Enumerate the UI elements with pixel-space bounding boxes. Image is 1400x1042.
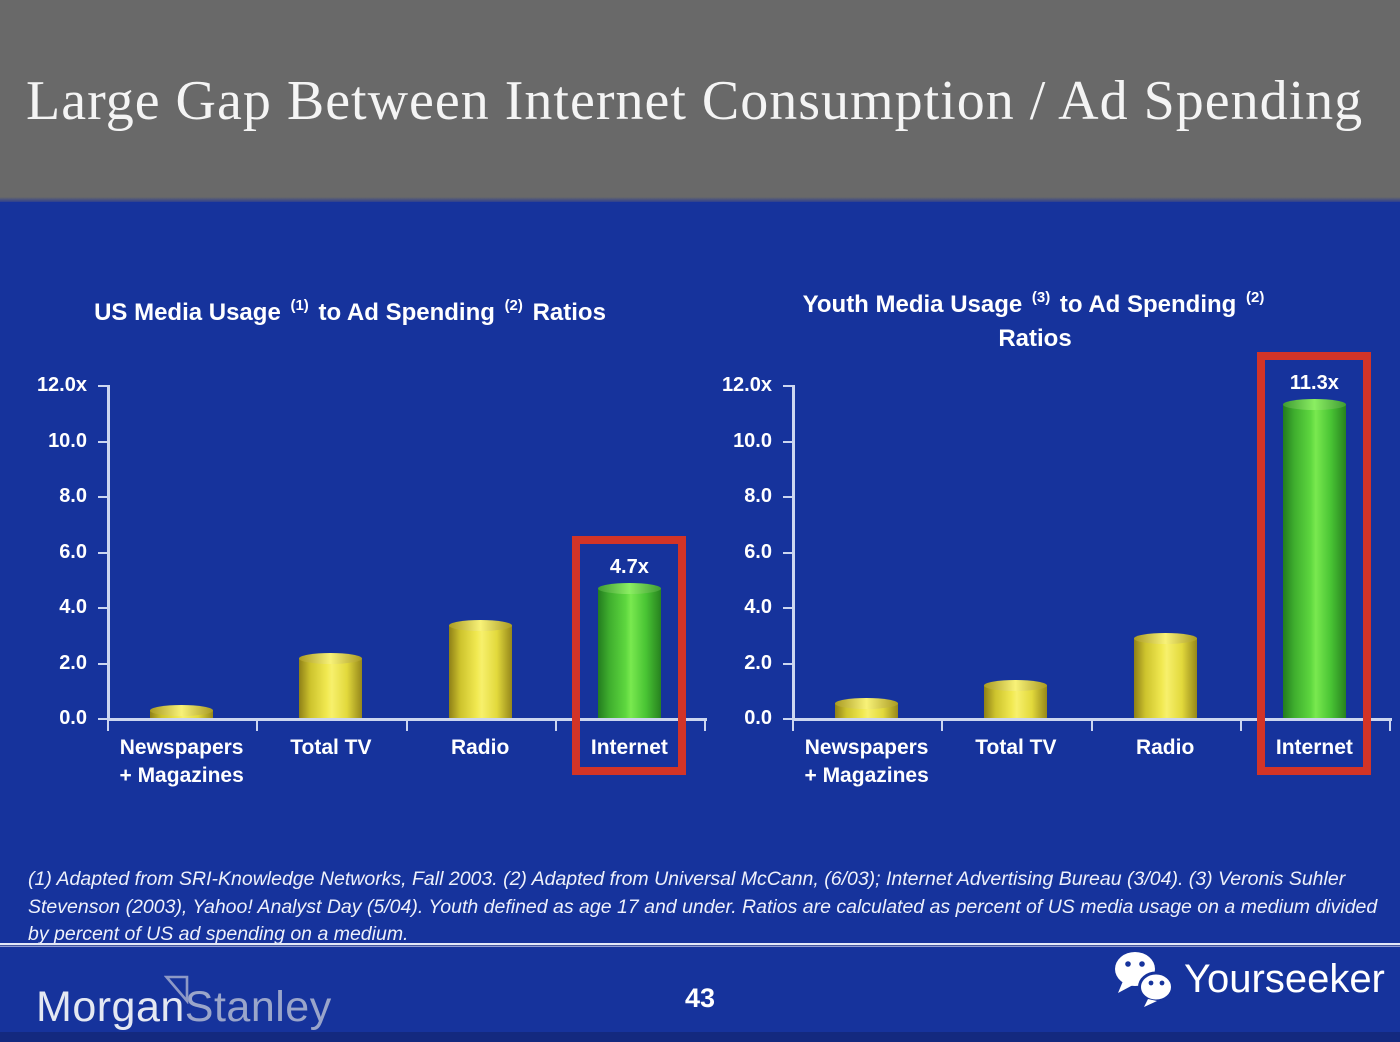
- y-axis-label: 12.0x: [36, 374, 87, 396]
- category-label: Internet: [1275, 736, 1353, 759]
- bar-value-label: 4.7x: [609, 555, 649, 578]
- bar-total-tv: [299, 653, 363, 718]
- y-axis-label: 8.0: [744, 485, 772, 507]
- bar-internet: [597, 582, 661, 718]
- y-axis-tick: [783, 718, 792, 720]
- x-axis-tick: [554, 720, 557, 731]
- chart-us-media-usage-to-ad-spending: US Media Usage (1) to Ad Spending (2) Ra…: [0, 202, 707, 862]
- category-label: Newspapers + Magazines: [804, 736, 929, 788]
- y-axis-line: [792, 385, 795, 718]
- category-label: Radio: [450, 736, 510, 759]
- slide-title: Large Gap Between Internet Consumption /…: [26, 70, 1364, 132]
- y-axis-label: 0.0: [744, 707, 772, 729]
- y-axis-label: 6.0: [744, 540, 772, 563]
- page-number: 43: [684, 983, 716, 1013]
- bar-internet: [1282, 399, 1346, 718]
- y-axis-tick: [98, 718, 107, 720]
- x-axis-tick: [704, 720, 706, 731]
- y-axis-tick: [98, 385, 107, 387]
- bar-newspapers-magazines: [835, 697, 899, 718]
- x-axis-tick: [1389, 720, 1391, 731]
- y-axis-tick: [783, 496, 792, 498]
- y-axis-label: 4.0: [744, 596, 772, 618]
- x-axis-tick: [941, 720, 944, 731]
- morgan-stanley-triangle-icon: [164, 975, 189, 1004]
- category-label: Internet: [590, 736, 668, 759]
- highlight-box: [572, 535, 687, 775]
- y-axis-label: 12.0x: [721, 374, 772, 396]
- wechat-icon: [1115, 952, 1174, 1007]
- x-axis-tick: [1239, 720, 1242, 731]
- x-axis-line: [792, 718, 1392, 721]
- yourseeker-watermark: Yourseeker: [1112, 950, 1385, 1008]
- bar-newspapers-magazines: [150, 704, 214, 718]
- y-axis-label: 0.0: [59, 707, 87, 729]
- category-label: Newspapers + Magazines: [119, 736, 244, 788]
- chart-youth-media-usage-to-ad-spending: Youth Media Usage (3) to Ad Spending (2)…: [685, 202, 1392, 862]
- footnote: (1) Adapted from SRI-Knowledge Networks,…: [28, 868, 1378, 946]
- category-label: Total TV: [975, 736, 1057, 759]
- bar-radio: [448, 620, 512, 718]
- x-axis-tick: [405, 720, 408, 731]
- y-axis-tick: [783, 440, 792, 443]
- x-axis-tick: [1090, 720, 1093, 731]
- bar-value-label: 11.3x: [1289, 372, 1339, 395]
- title-superscript: (2): [504, 297, 523, 314]
- y-axis-label: 4.0: [59, 596, 87, 618]
- y-axis-tick: [98, 662, 107, 665]
- x-axis-tick: [256, 720, 259, 731]
- y-axis-tick: [783, 551, 792, 554]
- title-superscript: (3): [1031, 289, 1051, 306]
- logo-text-morgan: Morgan: [36, 983, 185, 1031]
- y-axis-tick: [98, 496, 107, 498]
- bar-total-tv: [984, 679, 1048, 718]
- x-axis-tick: [792, 720, 794, 731]
- title-superscript: (1): [290, 297, 309, 314]
- logo-text-stanley: Stanley: [184, 983, 332, 1031]
- morgan-stanley-logo: MorganStanley: [36, 972, 332, 1042]
- chart-title: US Media Usage (1) to Ad Spending (2) Ra…: [94, 297, 606, 326]
- y-axis-label: 2.0: [59, 651, 87, 674]
- y-axis-tick: [783, 662, 792, 665]
- title-superscript: (2): [1246, 289, 1265, 306]
- slide-content: US Media Usage (1) to Ad Spending (2) Ra…: [0, 202, 1400, 1042]
- slide-header: Large Gap Between Internet Consumption /…: [0, 0, 1400, 202]
- watermark-label: Yourseeker: [1184, 956, 1385, 1001]
- highlight-box: [1257, 352, 1372, 775]
- y-axis-label: 2.0: [744, 651, 772, 674]
- chart-title: Youth Media Usage (3) to Ad Spending (2)…: [802, 289, 1265, 352]
- category-label: Total TV: [290, 736, 372, 759]
- y-axis-label: 8.0: [59, 485, 87, 507]
- bar-radio: [1133, 632, 1197, 718]
- y-axis-label: 10.0: [48, 429, 87, 452]
- category-label: Radio: [1135, 736, 1195, 759]
- y-axis-tick: [783, 385, 792, 387]
- bottom-edge-strip: [0, 1032, 1400, 1042]
- x-axis-line: [107, 718, 707, 721]
- y-axis-tick: [783, 607, 792, 609]
- y-axis-label: 10.0: [733, 429, 772, 452]
- x-axis-tick: [107, 720, 109, 731]
- y-axis-line: [107, 385, 110, 718]
- separator-line: [0, 943, 1400, 947]
- y-axis-tick: [98, 440, 107, 443]
- y-axis-tick: [98, 607, 107, 609]
- y-axis-tick: [98, 551, 107, 554]
- y-axis-label: 6.0: [59, 540, 87, 563]
